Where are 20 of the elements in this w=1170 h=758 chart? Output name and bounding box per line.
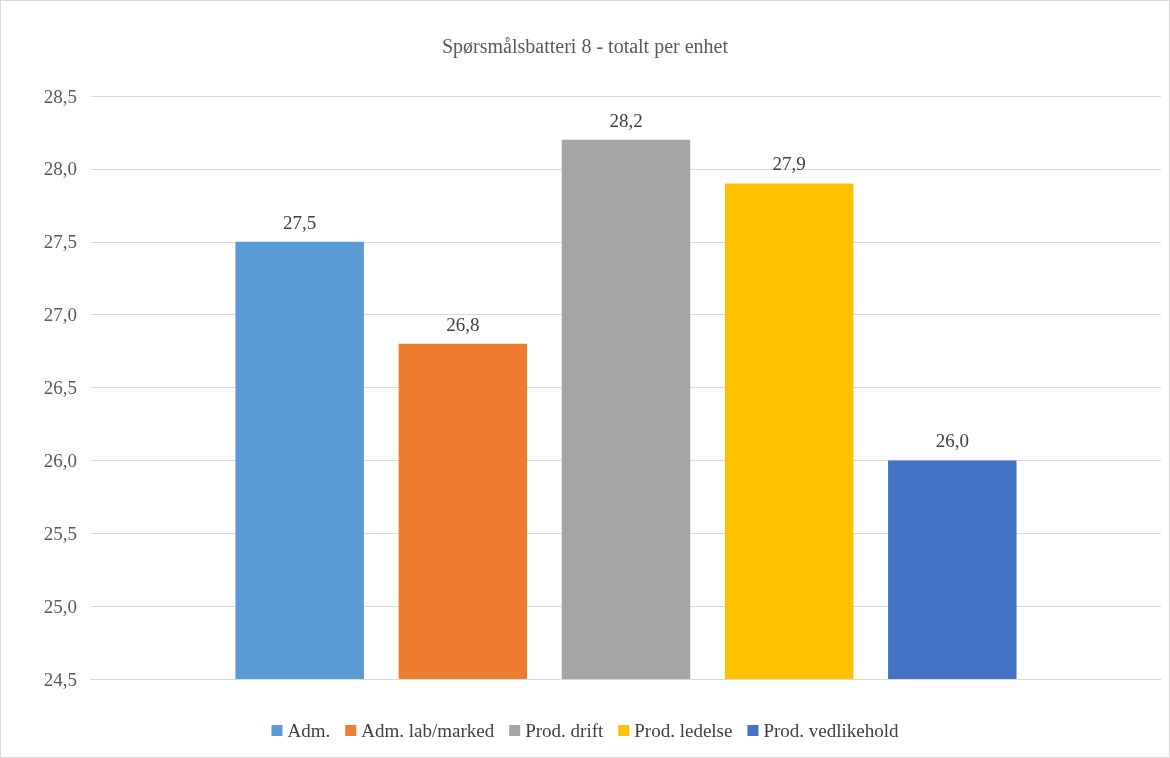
y-tick-label: 27,0 xyxy=(43,304,77,326)
y-tick-label: 27,5 xyxy=(43,231,77,253)
legend-label: Adm. lab/marked xyxy=(361,720,495,741)
y-tick-label: 25,0 xyxy=(43,595,77,617)
y-tick-label: 28,5 xyxy=(43,85,77,107)
data-label: 28,2 xyxy=(609,109,643,131)
legend-label: Prod. vedlikehold xyxy=(763,720,900,741)
legend-label: Prod. ledelse xyxy=(634,720,733,741)
chart-title: Spørsmålsbatteri 8 - totalt per enhet xyxy=(441,35,729,58)
y-tick-label: 26,0 xyxy=(43,449,77,471)
legend-label: Adm. xyxy=(287,720,331,741)
data-label: 27,9 xyxy=(772,153,806,175)
y-tick-label: 26,5 xyxy=(43,377,77,398)
data-label: 26,8 xyxy=(446,313,480,335)
legend-label: Prod. drift xyxy=(525,720,605,741)
data-label: 27,5 xyxy=(283,211,317,233)
y-tick-label: 25,5 xyxy=(43,522,77,544)
y-tick-label: 24,5 xyxy=(43,668,77,690)
data-label: 26,0 xyxy=(935,430,969,452)
y-tick-label: 28,0 xyxy=(43,158,77,180)
